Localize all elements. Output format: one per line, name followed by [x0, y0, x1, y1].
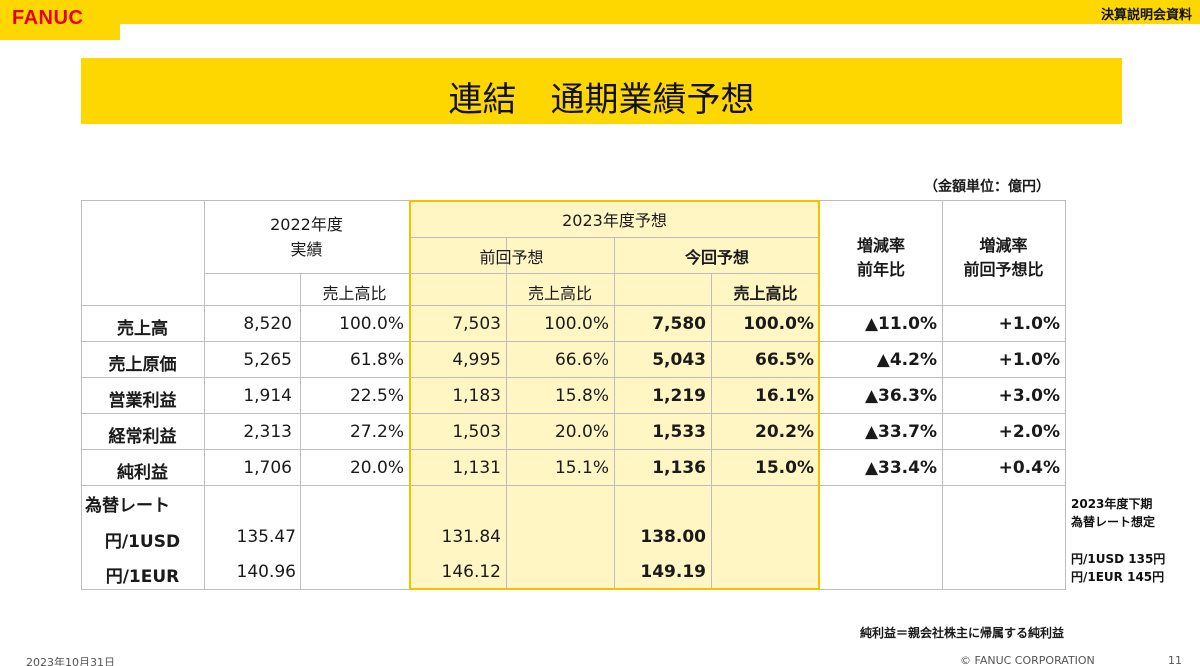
cell-vs-prev: +1.0% [998, 314, 1060, 334]
page-title: 連結 通期業績予想 [448, 80, 755, 120]
cell-curr-ratio: 66.5% [755, 350, 814, 370]
fx-usd-prev: 131.84 [441, 527, 501, 547]
cell-vs-prev: +0.4% [998, 458, 1060, 478]
col-prev-ratio: 売上高比 [527, 284, 592, 303]
cell-curr-ratio: 16.1% [755, 386, 814, 406]
cell-actual: 5,265 [243, 350, 292, 370]
cell-prev: 1,183 [452, 386, 501, 406]
cell-actual-ratio: 22.5% [349, 386, 404, 406]
forecast-border [409, 200, 820, 590]
cell-actual: 1,706 [243, 458, 292, 478]
footnote: 純利益＝親会社株主に帰属する純利益 [860, 626, 1065, 640]
fx-assumption-title-1: 2023年度下期 [1071, 497, 1153, 511]
cell-curr: 1,533 [652, 422, 706, 442]
fx-label: 為替レート [85, 496, 170, 516]
col-curr-ratio: 売上高比 [733, 284, 798, 303]
cell-prev-ratio: 15.8% [554, 386, 609, 406]
fanuc-logo: FANUC [12, 7, 84, 29]
cell-curr-ratio: 15.0% [755, 458, 814, 478]
cell-prev-ratio: 15.1% [554, 458, 609, 478]
cell-yoy: ▲33.4% [864, 458, 937, 478]
fx-eur-curr: 149.19 [640, 562, 706, 582]
cell-actual-ratio: 27.2% [349, 422, 404, 442]
cell-vs-prev: +3.0% [998, 386, 1060, 406]
col-curr-forecast: 今回予想 [684, 248, 749, 267]
cell-actual-ratio: 61.8% [349, 350, 404, 370]
header-bar [0, 0, 1200, 24]
page-number: 11 [1168, 654, 1182, 666]
col-fy2023-forecast: 2023年度予想 [562, 211, 667, 230]
cell-prev: 7,503 [452, 314, 501, 334]
unit-note: （金額単位：億円） [924, 179, 1050, 195]
cell-actual: 2,313 [243, 422, 292, 442]
col-vs-prev-line1: 増減率 [979, 236, 1028, 255]
col-yoy-line1: 増減率 [856, 236, 905, 255]
document-label: 決算説明会資料 [1100, 8, 1192, 23]
row-label: 純利益 [117, 463, 168, 483]
cell-prev: 4,995 [452, 350, 501, 370]
col-prev-forecast: 前回予想 [479, 248, 544, 267]
fx-assumption-eur: 円/1EUR 145円 [1071, 570, 1165, 584]
title-band: 連結 通期業績予想 [81, 58, 1122, 124]
fx-assumption-title-2: 為替レート想定 [1071, 515, 1156, 529]
row-label: 売上原価 [108, 355, 177, 375]
col-fy2022: 2022年度 [270, 215, 343, 234]
cell-actual-ratio: 20.0% [349, 458, 404, 478]
fx-eur-prev: 146.12 [441, 562, 501, 582]
col-yoy-line2: 前年比 [856, 260, 905, 279]
fx-usd-label: 円/1USD [104, 532, 181, 552]
footer-copyright: © FANUC CORPORATION [960, 654, 1095, 666]
row-label: 売上高 [117, 319, 168, 339]
fx-usd-actual: 135.47 [236, 527, 296, 547]
cell-curr-ratio: 100.0% [743, 314, 814, 334]
row-label: 営業利益 [108, 391, 177, 411]
col-actual-ratio: 売上高比 [322, 284, 387, 303]
footer-date: 2023年10月31日 [26, 656, 115, 666]
cell-curr: 7,580 [652, 314, 706, 334]
cell-yoy: ▲4.2% [876, 350, 937, 370]
cell-actual: 1,914 [243, 386, 292, 406]
cell-curr: 1,219 [652, 386, 706, 406]
cell-prev-ratio: 20.0% [554, 422, 609, 442]
cell-vs-prev: +2.0% [998, 422, 1060, 442]
cell-curr: 5,043 [652, 350, 706, 370]
forecast-table: 2022年度 実績 売上高比 2023年度予想 前回予想 売上高比 今回予想 売… [81, 200, 1066, 590]
cell-yoy: ▲11.0% [864, 314, 937, 334]
fx-usd-curr: 138.00 [640, 527, 706, 547]
fx-assumption-usd: 円/1USD 135円 [1071, 552, 1166, 566]
cell-yoy: ▲36.3% [864, 386, 937, 406]
logo-plate: FANUC [0, 0, 140, 40]
col-actual: 実績 [290, 240, 323, 259]
cell-actual: 8,520 [243, 314, 292, 334]
cell-prev-ratio: 66.6% [554, 350, 609, 370]
row-label: 経常利益 [108, 427, 177, 447]
cell-actual-ratio: 100.0% [339, 314, 404, 334]
col-vs-prev-line2: 前回予想比 [963, 260, 1044, 279]
fx-eur-actual: 140.96 [236, 562, 296, 582]
cell-prev-ratio: 100.0% [544, 314, 609, 334]
cell-prev: 1,503 [452, 422, 501, 442]
fx-eur-label: 円/1EUR [105, 567, 180, 587]
cell-prev: 1,131 [452, 458, 501, 478]
cell-curr: 1,136 [652, 458, 706, 478]
cell-curr-ratio: 20.2% [755, 422, 814, 442]
cell-vs-prev: +1.0% [998, 350, 1060, 370]
cell-yoy: ▲33.7% [864, 422, 937, 442]
